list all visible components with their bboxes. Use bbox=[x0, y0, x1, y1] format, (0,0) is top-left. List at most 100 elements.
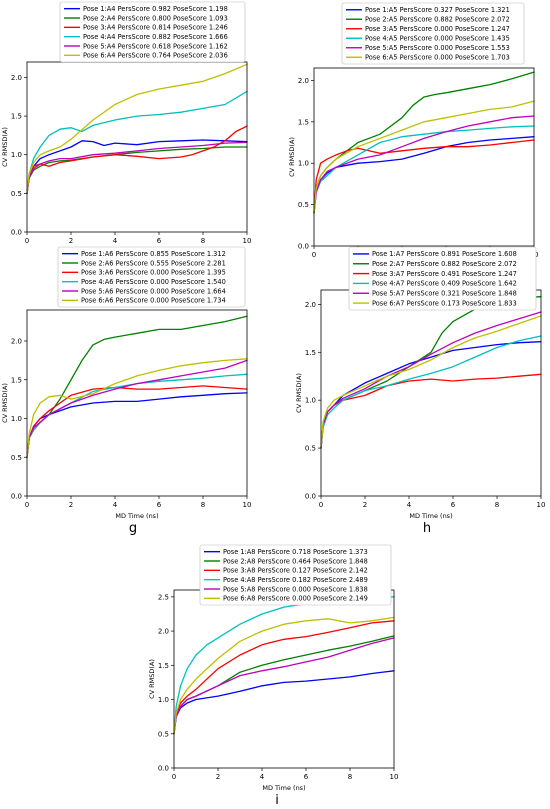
series-line-pose-6 bbox=[26, 358, 248, 458]
x-tick-label: 6 bbox=[451, 501, 456, 509]
series-line-pose-3 bbox=[26, 125, 248, 195]
x-tick-label: 6 bbox=[304, 773, 309, 781]
series-line-pose-4 bbox=[26, 90, 248, 195]
legend-frame bbox=[59, 1, 246, 63]
y-tick-label: 0.5 bbox=[11, 190, 22, 198]
legend-entry: Pose 3:A5 PersScore 0.000 PoseScore 1.24… bbox=[365, 25, 510, 33]
x-tick-label: 6 bbox=[157, 501, 162, 509]
chart-panel-g: 0 2 4 6 8 10 0.0 0.5 1.0 1.5 2.0 MD Time (ns) CV RMS… bbox=[1, 246, 251, 536]
x-tick-label: 2 bbox=[216, 773, 220, 781]
legend-entry: Pose 2:A8 PersScore 0.464 PoseScore 1.84… bbox=[223, 557, 368, 565]
legend-frame bbox=[341, 2, 525, 65]
y-axis-label: CV RMSD(A) bbox=[295, 373, 303, 413]
panel-letter: i bbox=[275, 793, 279, 808]
legend: Pose 1:A8 PersScore 0.718 PoseScore 1.37… bbox=[199, 544, 392, 606]
y-tick-label: 1.0 bbox=[11, 415, 22, 423]
legend-entry: Pose 5:A8 PersScore 0.000 PoseScore 1.83… bbox=[223, 585, 368, 593]
x-tick-label: 2 bbox=[69, 237, 73, 245]
legend-entry: Pose 3:A7 PersScore 0.491 PoseScore 1.24… bbox=[372, 270, 517, 278]
x-tick-label: 8 bbox=[201, 237, 205, 245]
x-tick-label: 2 bbox=[69, 501, 73, 509]
y-tick-label: 0.5 bbox=[158, 730, 169, 738]
series-line-pose-3 bbox=[26, 385, 248, 458]
y-axis-label: CV RMSD(A) bbox=[1, 127, 9, 167]
x-tick-label: 10 bbox=[537, 501, 546, 509]
legend: Pose 1:A4 PersScore 0.982 PoseScore 1.19… bbox=[59, 1, 246, 63]
legend-frame bbox=[199, 544, 392, 606]
series-line-pose-2 bbox=[320, 296, 542, 449]
y-tick-label: 0.0 bbox=[298, 243, 309, 251]
legend-entry: Pose 4:A7 PersScore 0.409 PoseScore 1.64… bbox=[372, 280, 517, 288]
x-tick-label: 2 bbox=[363, 501, 367, 509]
y-tick-label: 1.5 bbox=[158, 662, 169, 670]
legend-entry: Pose 6:A5 PersScore 0.000 PoseScore 1.70… bbox=[365, 54, 510, 62]
legend-entry: Pose 6:A4 PersScore 0.764 PoseScore 2.03… bbox=[83, 52, 228, 60]
y-tick-label: 0.5 bbox=[305, 445, 316, 453]
legend-entry: Pose 3:A6 PersScore 0.000 PoseScore 1.39… bbox=[81, 269, 226, 277]
series-line-pose-3 bbox=[320, 373, 542, 449]
series-line-pose-6 bbox=[26, 63, 248, 195]
y-axis-label: CV RMSD(A) bbox=[1, 383, 9, 423]
x-tick-label: 4 bbox=[113, 501, 118, 509]
x-tick-label: 8 bbox=[201, 501, 205, 509]
x-tick-label: 0 bbox=[25, 501, 29, 509]
legend-entry: Pose 5:A4 PersScore 0.618 PoseScore 1.16… bbox=[83, 42, 228, 50]
series-line-pose-4 bbox=[313, 125, 535, 214]
series-line-pose-1 bbox=[26, 139, 248, 195]
plot-frame bbox=[26, 309, 248, 497]
legend-entry: Pose 5:A6 PersScore 0.000 PoseScore 1.66… bbox=[81, 287, 226, 295]
legend-entry: Pose 4:A5 PersScore 0.000 PoseScore 1.43… bbox=[365, 35, 510, 43]
y-axis-label: CV RMSD(A) bbox=[148, 659, 156, 699]
y-tick-label: 1.0 bbox=[298, 160, 309, 168]
x-axis-label: MD Time (ns) bbox=[115, 512, 158, 520]
y-tick-label: 0.0 bbox=[11, 229, 22, 237]
series-line-pose-4 bbox=[26, 373, 248, 458]
series-line-pose-3 bbox=[313, 139, 535, 214]
series-line-pose-2 bbox=[173, 635, 395, 735]
series-line-pose-4 bbox=[173, 596, 395, 735]
series-line-pose-2 bbox=[26, 146, 248, 195]
y-tick-label: 1.5 bbox=[11, 113, 22, 121]
plot-frame bbox=[313, 67, 535, 247]
series-line-pose-5 bbox=[26, 359, 248, 458]
y-tick-label: 0.0 bbox=[158, 765, 169, 773]
y-tick-label: 2.0 bbox=[305, 301, 316, 309]
x-tick-label: 4 bbox=[260, 773, 265, 781]
series-line-pose-6 bbox=[173, 616, 395, 735]
legend-entry: Pose 4:A8 PersScore 0.182 PoseScore 2.48… bbox=[223, 576, 368, 584]
chart-panel-h: 0 2 4 6 8 10 0.0 0.5 1.0 1.5 2.0 MD Time (ns) CV RMS… bbox=[295, 246, 546, 536]
series-line-pose-5 bbox=[320, 311, 542, 449]
x-axis-label: MD Time (ns) bbox=[262, 784, 305, 792]
legend-entry: Pose 4:A6 PersScore 0.000 PoseScore 1.54… bbox=[81, 278, 226, 286]
series-line-pose-5 bbox=[173, 637, 395, 735]
y-tick-label: 2.5 bbox=[158, 593, 169, 601]
x-tick-label: 8 bbox=[348, 773, 352, 781]
legend-entry: Pose 1:A7 PersScore 0.891 PoseScore 1.60… bbox=[372, 250, 517, 258]
legend-entry: Pose 5:A7 PersScore 0.321 PoseScore 1.84… bbox=[372, 290, 517, 298]
legend-entry: Pose 4:A4 PersScore 0.882 PoseScore 1.66… bbox=[83, 33, 228, 41]
legend-frame bbox=[348, 246, 537, 311]
series-line-pose-1 bbox=[173, 670, 395, 735]
y-tick-label: 0.0 bbox=[11, 493, 22, 501]
y-tick-label: 2.0 bbox=[298, 77, 309, 85]
y-tick-label: 1.0 bbox=[11, 151, 22, 159]
x-tick-label: 10 bbox=[390, 773, 399, 781]
legend-entry: Pose 5:A5 PersScore 0.000 PoseScore 1.55… bbox=[365, 44, 510, 52]
x-tick-label: 4 bbox=[407, 501, 412, 509]
x-tick-label: 8 bbox=[495, 501, 499, 509]
x-tick-label: 6 bbox=[157, 237, 162, 245]
legend: Pose 1:A7 PersScore 0.891 PoseScore 1.60… bbox=[348, 246, 537, 311]
x-tick-label: 4 bbox=[113, 237, 118, 245]
panel-letter: h bbox=[423, 521, 431, 536]
y-tick-label: 1.5 bbox=[11, 376, 22, 384]
y-axis-label: CV RMSD(A) bbox=[288, 137, 296, 177]
series-line-pose-2 bbox=[313, 71, 535, 214]
legend-entry: Pose 6:A6 PersScore 0.000 PoseScore 1.73… bbox=[81, 297, 226, 305]
legend-entry: Pose 6:A8 PersScore 0.000 PoseScore 2.14… bbox=[223, 595, 368, 603]
x-tick-label: 0 bbox=[172, 773, 176, 781]
x-tick-label: 10 bbox=[243, 237, 252, 245]
legend-frame bbox=[57, 246, 246, 308]
legend-entry: Pose 3:A4 PersScore 0.814 PoseScore 1.24… bbox=[83, 24, 228, 32]
y-tick-label: 2.0 bbox=[11, 338, 22, 346]
